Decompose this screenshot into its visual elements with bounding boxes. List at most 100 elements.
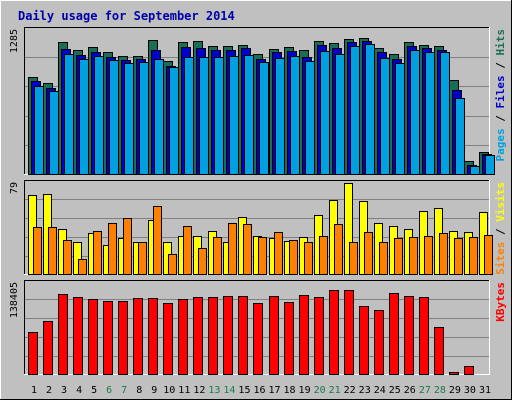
bar-kbytes-day-19 [299, 295, 309, 375]
series-kbytes [28, 290, 474, 375]
side-legend-part: Hits [494, 29, 507, 56]
bar-pages-day-27 [425, 52, 435, 175]
bar-kbytes-day-15 [238, 296, 248, 375]
x-tick-label-day-4: 4 [76, 385, 82, 396]
bar-sites-day-27 [424, 236, 433, 275]
bar-sites-day-20 [319, 236, 328, 275]
x-tick-label-day-24: 24 [374, 385, 386, 396]
x-tick-label-day-6: 6 [106, 385, 112, 396]
bar-kbytes-day-16 [253, 303, 263, 375]
side-legend-part: / [494, 109, 507, 129]
bar-sites-day-12 [198, 248, 207, 275]
x-tick-label-day-7: 7 [121, 385, 127, 396]
bar-kbytes-day-5 [88, 299, 98, 375]
side-legend-part: Files [494, 75, 507, 108]
panel-hits: 1285 Pages / Files / Hits [9, 27, 507, 175]
series-sites [33, 206, 493, 275]
x-tick-label-day-19: 19 [299, 385, 311, 396]
bar-sites-day-5 [93, 231, 102, 275]
series-visits [28, 183, 488, 275]
x-tick-label-day-26: 26 [404, 385, 416, 396]
bar-pages-day-2 [49, 91, 59, 175]
bar-kbytes-day-9 [148, 298, 158, 375]
panel-visits: 79 Sites / Visits [9, 180, 507, 275]
x-tick-label-day-23: 23 [359, 385, 371, 396]
bar-kbytes-day-27 [419, 297, 429, 375]
bar-kbytes-day-7 [118, 301, 128, 375]
bar-kbytes-day-2 [43, 321, 53, 375]
bar-sites-day-31 [484, 235, 493, 275]
bar-sites-day-13 [213, 237, 222, 275]
side-legend-part: Pages [494, 128, 507, 161]
x-tick-label-day-25: 25 [389, 385, 401, 396]
bar-kbytes-day-20 [314, 297, 324, 375]
bar-pages-day-16 [259, 62, 269, 175]
bar-pages-day-20 [320, 51, 330, 175]
bar-pages-day-1 [34, 86, 44, 175]
x-tick-label-day-28: 28 [434, 385, 446, 396]
bar-pages-day-29 [455, 98, 465, 175]
bar-kbytes-day-12 [193, 297, 203, 375]
bar-kbytes-day-13 [208, 297, 218, 375]
bar-sites-day-3 [63, 240, 72, 275]
bar-pages-day-26 [410, 50, 420, 175]
bar-pages-day-4 [79, 59, 89, 175]
bar-kbytes-day-22 [344, 290, 354, 375]
side-legend-kbytes: KBytes [494, 282, 507, 322]
x-tick-label-day-18: 18 [284, 385, 296, 396]
side-legend-visits: Sites / Visits [494, 182, 507, 275]
bar-sites-day-14 [228, 223, 237, 275]
series-pages [34, 44, 495, 175]
side-legend-hits: Pages / Files / Hits [494, 29, 507, 162]
chart-panels: 1285 Pages / Files / Hits 79 Sites / Visits… [9, 27, 507, 375]
bar-sites-day-15 [243, 224, 252, 275]
x-tick-label-day-2: 2 [46, 385, 52, 396]
x-tick-label-day-21: 21 [329, 385, 341, 396]
x-tick-label-day-27: 27 [419, 385, 431, 396]
side-legend-part: / [494, 56, 507, 76]
bar-sites-day-24 [379, 242, 388, 275]
bar-pages-day-10 [169, 67, 179, 175]
bar-kbytes-day-1 [28, 332, 38, 375]
bar-sites-day-18 [289, 240, 298, 275]
bar-visits-day-4 [73, 242, 82, 275]
bar-kbytes-day-11 [178, 299, 188, 375]
bar-kbytes-day-14 [223, 296, 233, 375]
bar-pages-day-5 [94, 56, 104, 175]
bar-sites-day-16 [258, 237, 267, 275]
bar-pages-day-31 [485, 155, 495, 175]
x-tick-label-day-17: 17 [268, 385, 280, 396]
x-tick-label-day-20: 20 [314, 385, 326, 396]
side-legend-part: KBytes [494, 282, 507, 322]
x-tick-label-day-12: 12 [193, 385, 205, 396]
x-axis-labels: 1 2 3 4 5 6 7 8 9 10 11 12 13 14 15 16 17 18 19 20 21 22 23 24 2… [31, 385, 491, 396]
x-tick-label-day-5: 5 [91, 385, 97, 396]
bar-kbytes-day-18 [284, 302, 294, 375]
y-axis-max-label-kbytes: 138405 [9, 282, 20, 318]
bar-sites-day-28 [439, 233, 448, 275]
bar-kbytes-day-29 [449, 372, 459, 375]
x-tick-label-day-29: 29 [449, 385, 461, 396]
x-tick-label-day-11: 11 [178, 385, 190, 396]
x-tick-label-day-15: 15 [238, 385, 250, 396]
bar-pages-day-18 [290, 56, 300, 175]
bar-pages-day-24 [380, 58, 390, 175]
bar-sites-day-26 [409, 237, 418, 275]
bar-kbytes-day-24 [374, 310, 384, 375]
x-tick-label-day-9: 9 [151, 385, 157, 396]
bar-sites-day-29 [454, 238, 463, 275]
bar-pages-day-7 [124, 63, 134, 175]
bar-pages-day-12 [199, 57, 209, 175]
bar-sites-day-30 [469, 237, 478, 275]
bar-pages-day-25 [395, 63, 405, 175]
x-tick-label-day-10: 10 [163, 385, 175, 396]
bar-sites-day-21 [334, 224, 343, 275]
bar-sites-day-11 [183, 226, 192, 275]
bar-kbytes-day-17 [269, 296, 279, 375]
bar-pages-day-21 [335, 54, 345, 175]
x-tick-label-day-14: 14 [223, 385, 235, 396]
bar-pages-day-22 [350, 46, 360, 175]
bar-pages-day-6 [109, 60, 119, 175]
x-tick-label-day-3: 3 [61, 385, 67, 396]
